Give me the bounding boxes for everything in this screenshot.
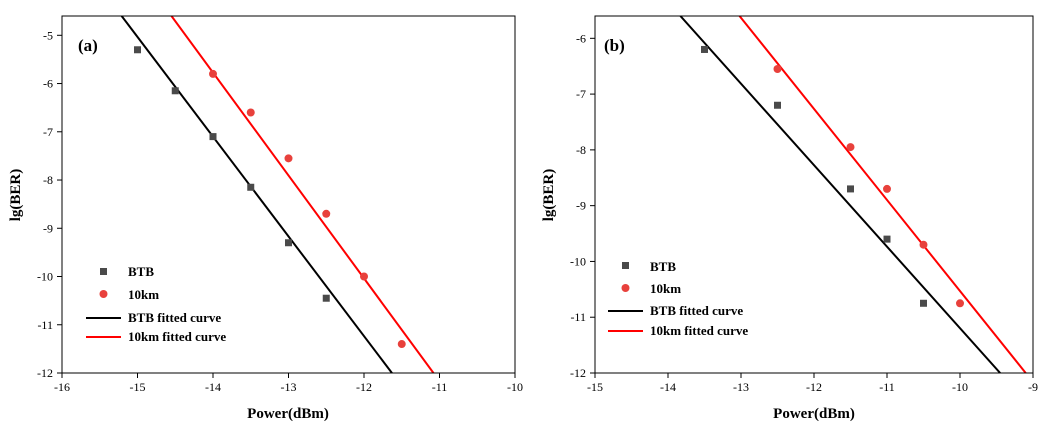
x-tick-label: -9: [1028, 380, 1038, 394]
data-point-10km: [919, 240, 928, 249]
data-point-10km: [322, 209, 331, 218]
y-tick-label: -9: [576, 199, 586, 213]
plot-area: -16 -15 -14 -13 -12 -11 -10 -12 -11 -10 -9 -8 -7 -6 -5: [37, 15, 523, 394]
legend-marker-10km: [621, 284, 630, 292]
x-tick-label: -13: [281, 380, 297, 394]
y-tick-label: -11: [37, 318, 53, 332]
y-tick-label: -12: [37, 366, 53, 380]
legend-label-btb: BTB: [128, 264, 154, 279]
x-tick-label: -14: [660, 380, 676, 394]
data-point-10km: [284, 154, 293, 163]
legend-marker-10km: [99, 290, 108, 298]
x-tick-label: -12: [356, 380, 372, 394]
plot-frame: [594, 15, 1034, 374]
data-point-btb: [322, 294, 330, 302]
chart-panel-a: -16 -15 -14 -13 -12 -11 -10 -12 -11 -10 -9 -8 -7 -6 -5…: [8, 15, 523, 422]
data-point-10km: [360, 272, 368, 281]
data-point-btb: [701, 45, 708, 53]
legend-marker-btb: [622, 262, 629, 269]
y-tick-label: -7: [576, 87, 586, 101]
data-point-10km: [209, 69, 217, 78]
x-tick-label: -10: [952, 380, 968, 394]
legend-label-10km-fit: 10km fitted curve: [128, 329, 226, 344]
y-tick-label: -5: [43, 28, 53, 42]
data-point-btb: [171, 87, 179, 95]
data-point-btb: [134, 46, 141, 54]
legend: BTB 10km BTB fitted curve 10km fitted cu…: [86, 264, 226, 344]
y-tick-label: -6: [43, 77, 53, 91]
y-tick-label: -7: [43, 125, 53, 139]
legend-label-btb: BTB: [650, 259, 676, 274]
y-tick-label: -11: [570, 310, 586, 324]
series-line-btb-fitted-curve: [679, 16, 1001, 373]
data-point-btb: [847, 185, 854, 193]
y-tick-label: -8: [43, 173, 53, 187]
data-point-btb: [920, 299, 927, 307]
chart-panel-b: -15 -14 -13 -12 -11 -10 -9 -12 -11 -10 -9 -8 -7 -6 (b…: [541, 15, 1038, 422]
legend-marker-btb: [100, 268, 107, 275]
y-tick-label: -8: [576, 143, 586, 157]
y-tick-label: -10: [37, 270, 53, 284]
x-tick-label: -12: [806, 380, 822, 394]
y-tick-label: -6: [576, 31, 586, 45]
x-tick-label: -13: [733, 380, 749, 394]
x-tick-label: -16: [54, 380, 70, 394]
series-line-10km-fitted-curve: [738, 16, 1027, 373]
data-point-10km: [246, 108, 255, 117]
legend-label-btb-fit: BTB fitted curve: [650, 303, 743, 318]
fit-lines: [679, 16, 1027, 373]
x-tick-label: -15: [130, 380, 146, 394]
data-point-btb: [883, 235, 891, 243]
y-tick-label: -12: [570, 366, 586, 380]
x-tick-label: -10: [507, 380, 523, 394]
legend-label-10km-fit: 10km fitted curve: [650, 323, 748, 338]
x-tick-label: -11: [879, 380, 895, 394]
y-tick-label: -9: [43, 221, 53, 235]
data-point-btb: [285, 239, 292, 247]
panel-label: (b): [604, 36, 625, 55]
legend-label-btb-fit: BTB fitted curve: [128, 310, 221, 325]
data-point-btb: [247, 183, 255, 191]
plot-area: -15 -14 -13 -12 -11 -10 -9 -12 -11 -10 -9 -8 -7 -6: [570, 15, 1038, 394]
panel-label: (a): [78, 36, 98, 55]
data-point-btb: [774, 101, 781, 109]
legend: BTB 10km BTB fitted curve 10km fitted cu…: [608, 259, 748, 338]
x-tick-label: -11: [432, 380, 448, 394]
legend-label-10km: 10km: [128, 287, 159, 302]
y-axis-title: lg(BER): [541, 169, 557, 222]
data-point-10km: [846, 143, 855, 152]
x-tick-label: -15: [587, 380, 603, 394]
y-tick-label: -10: [570, 254, 586, 268]
x-axis-title: Power(dBm): [247, 406, 329, 422]
y-axis-title: lg(BER): [8, 169, 24, 222]
data-point-10km: [956, 299, 964, 308]
data-point-10km: [773, 64, 782, 73]
legend-label-10km: 10km: [650, 281, 681, 296]
x-axis-title: Power(dBm): [773, 406, 855, 422]
series-line-btb-fitted-curve: [120, 16, 393, 373]
data-point-10km: [397, 340, 406, 349]
data-point-btb: [209, 133, 217, 141]
data-point-10km: [883, 184, 891, 193]
x-tick-label: -14: [205, 380, 221, 394]
